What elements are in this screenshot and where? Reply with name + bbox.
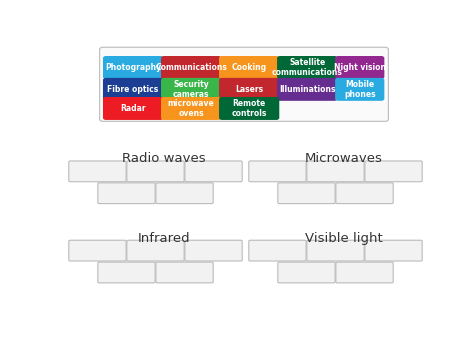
Text: Satellite
communications: Satellite communications bbox=[272, 58, 343, 77]
FancyBboxPatch shape bbox=[185, 161, 242, 182]
FancyBboxPatch shape bbox=[365, 240, 422, 261]
Text: Remote
controls: Remote controls bbox=[231, 99, 267, 118]
FancyBboxPatch shape bbox=[185, 240, 242, 261]
Text: Cooking: Cooking bbox=[232, 63, 267, 72]
FancyBboxPatch shape bbox=[365, 161, 422, 182]
FancyBboxPatch shape bbox=[156, 262, 213, 283]
FancyBboxPatch shape bbox=[69, 240, 126, 261]
FancyBboxPatch shape bbox=[307, 240, 364, 261]
FancyBboxPatch shape bbox=[127, 240, 184, 261]
Text: Night vision: Night vision bbox=[334, 63, 386, 72]
FancyBboxPatch shape bbox=[127, 161, 184, 182]
FancyBboxPatch shape bbox=[335, 56, 384, 79]
FancyBboxPatch shape bbox=[98, 262, 155, 283]
Text: Microwaves: Microwaves bbox=[305, 152, 383, 165]
FancyBboxPatch shape bbox=[161, 78, 221, 101]
Text: Illuminations: Illuminations bbox=[279, 85, 336, 94]
FancyBboxPatch shape bbox=[103, 56, 163, 79]
FancyBboxPatch shape bbox=[161, 56, 221, 79]
Text: Photography: Photography bbox=[105, 63, 161, 72]
FancyBboxPatch shape bbox=[278, 183, 335, 204]
Text: Radio waves: Radio waves bbox=[122, 152, 206, 165]
FancyBboxPatch shape bbox=[69, 161, 126, 182]
FancyBboxPatch shape bbox=[278, 262, 335, 283]
FancyBboxPatch shape bbox=[100, 47, 388, 121]
FancyBboxPatch shape bbox=[219, 56, 279, 79]
FancyBboxPatch shape bbox=[249, 240, 306, 261]
FancyBboxPatch shape bbox=[307, 161, 364, 182]
Text: Lasers: Lasers bbox=[235, 85, 263, 94]
FancyBboxPatch shape bbox=[156, 183, 213, 204]
FancyBboxPatch shape bbox=[277, 78, 337, 101]
Text: Communications: Communications bbox=[155, 63, 227, 72]
Text: Fibre optics: Fibre optics bbox=[108, 85, 159, 94]
Text: Security
cameras: Security cameras bbox=[173, 80, 210, 99]
FancyBboxPatch shape bbox=[219, 78, 279, 101]
FancyBboxPatch shape bbox=[98, 183, 155, 204]
FancyBboxPatch shape bbox=[336, 262, 393, 283]
FancyBboxPatch shape bbox=[161, 97, 221, 120]
Text: Visible light: Visible light bbox=[305, 231, 383, 245]
Text: microwave
ovens: microwave ovens bbox=[168, 99, 215, 118]
FancyBboxPatch shape bbox=[249, 161, 306, 182]
FancyBboxPatch shape bbox=[103, 97, 163, 120]
FancyBboxPatch shape bbox=[335, 78, 384, 101]
Text: Radar: Radar bbox=[120, 104, 146, 113]
Text: Infrared: Infrared bbox=[137, 231, 190, 245]
FancyBboxPatch shape bbox=[219, 97, 279, 120]
FancyBboxPatch shape bbox=[103, 78, 163, 101]
FancyBboxPatch shape bbox=[277, 56, 337, 79]
FancyBboxPatch shape bbox=[336, 183, 393, 204]
Text: Mobile
phones: Mobile phones bbox=[344, 80, 375, 99]
